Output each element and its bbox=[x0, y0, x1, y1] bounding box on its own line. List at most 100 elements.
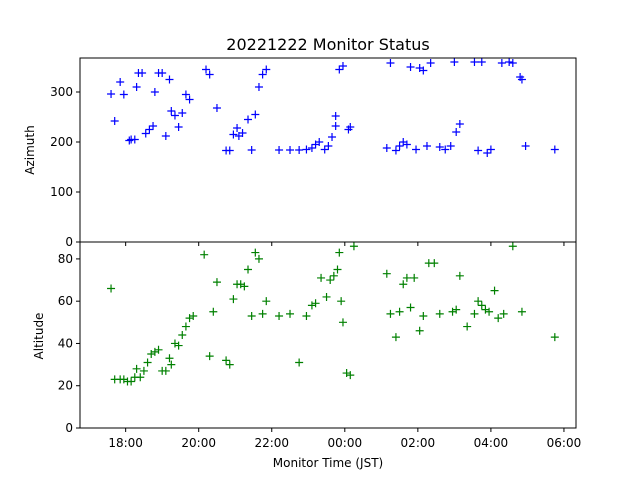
azimuth-point bbox=[446, 142, 455, 150]
altitude-point bbox=[329, 271, 338, 280]
x-tick-label: 22:00 bbox=[254, 436, 289, 450]
altitude-point bbox=[455, 271, 464, 280]
altitude-plot-frame bbox=[79, 241, 577, 429]
altitude-point bbox=[240, 282, 249, 291]
azimuth-point bbox=[150, 88, 159, 96]
altitude-point bbox=[517, 307, 526, 316]
azimuth-point bbox=[497, 59, 506, 67]
azimuth-y-tick-label: 100 bbox=[50, 185, 73, 199]
azimuth-point bbox=[165, 75, 174, 84]
altitude-point bbox=[311, 299, 320, 308]
altitude-point bbox=[275, 311, 284, 320]
altitude-y-tick-label: 40 bbox=[58, 336, 73, 350]
azimuth-point bbox=[130, 135, 139, 144]
altitude-point bbox=[165, 354, 174, 363]
azimuth-point bbox=[185, 95, 194, 104]
azimuth-point bbox=[477, 58, 486, 66]
azimuth-point bbox=[302, 145, 311, 154]
altitude-point bbox=[174, 341, 183, 350]
azimuth-point bbox=[205, 70, 214, 79]
altitude-point bbox=[244, 265, 253, 274]
azimuth-point bbox=[161, 132, 170, 140]
altitude-point bbox=[251, 248, 260, 257]
altitude-point bbox=[410, 273, 419, 282]
azimuth-point bbox=[452, 128, 461, 136]
altitude-point bbox=[494, 314, 503, 323]
altitude-point bbox=[474, 297, 483, 306]
altitude-point bbox=[295, 358, 304, 367]
azimuth-point bbox=[167, 107, 176, 115]
altitude-point bbox=[262, 297, 271, 306]
azimuth-point bbox=[244, 115, 253, 124]
altitude-point bbox=[333, 265, 342, 274]
azimuth-point bbox=[258, 70, 267, 79]
altitude-point bbox=[167, 360, 176, 369]
azimuth-point bbox=[486, 145, 495, 154]
azimuth-point bbox=[110, 117, 119, 125]
azimuth-point bbox=[158, 69, 167, 77]
azimuth-point bbox=[225, 146, 234, 155]
altitude-point bbox=[419, 311, 428, 320]
altitude-point bbox=[406, 303, 415, 312]
altitude-point bbox=[322, 292, 331, 301]
azimuth-point bbox=[395, 142, 404, 150]
altitude-point bbox=[338, 318, 347, 327]
altitude-y-tick-label: 80 bbox=[58, 252, 73, 266]
azimuth-point bbox=[315, 138, 324, 146]
azimuth-point bbox=[426, 59, 435, 67]
altitude-point bbox=[485, 307, 494, 316]
x-tick-label: 18:00 bbox=[108, 436, 143, 450]
azimuth-point bbox=[132, 83, 141, 91]
azimuth-point bbox=[422, 142, 431, 150]
altitude-point bbox=[415, 326, 424, 335]
altitude-panel: Altitude 0 20 40 60 80 18:00 20:00 22:00 00:00 02… bbox=[32, 241, 582, 450]
altitude-point bbox=[399, 280, 408, 289]
altitude-point bbox=[136, 373, 145, 382]
azimuth-point bbox=[521, 142, 530, 150]
altitude-point bbox=[209, 307, 218, 316]
altitude-point bbox=[326, 276, 335, 285]
altitude-point bbox=[107, 284, 116, 293]
altitude-point bbox=[391, 333, 400, 342]
azimuth-point bbox=[386, 59, 395, 67]
azimuth-point bbox=[450, 58, 459, 66]
azimuth-point bbox=[229, 130, 238, 139]
azimuth-point bbox=[181, 90, 190, 99]
azimuth-y-tick-label: 0 bbox=[65, 235, 73, 249]
azimuth-point bbox=[470, 58, 479, 66]
azimuth-point bbox=[238, 129, 247, 137]
azimuth-point bbox=[262, 65, 271, 74]
azimuth-point bbox=[178, 109, 187, 117]
azimuth-point bbox=[382, 144, 391, 152]
altitude-point bbox=[254, 254, 263, 263]
azimuth-point bbox=[233, 124, 242, 132]
altitude-point bbox=[139, 366, 148, 375]
azimuth-point bbox=[202, 65, 211, 74]
altitude-point bbox=[161, 366, 170, 375]
azimuth-axis-label: Azimuth bbox=[23, 125, 37, 174]
azimuth-point bbox=[254, 83, 263, 91]
azimuth-point bbox=[170, 111, 179, 120]
azimuth-point bbox=[474, 146, 483, 155]
altitude-point bbox=[346, 371, 355, 380]
azimuth-point bbox=[174, 123, 183, 131]
altitude-y-tick-label: 20 bbox=[58, 379, 73, 393]
x-tick-label: 02:00 bbox=[401, 436, 436, 450]
altitude-point bbox=[178, 331, 187, 339]
x-tick-label: 06:00 bbox=[547, 436, 582, 450]
azimuth-point bbox=[149, 122, 158, 130]
altitude-point bbox=[435, 309, 444, 318]
altitude-point bbox=[490, 286, 499, 295]
altitude-point bbox=[189, 311, 198, 320]
azimuth-point bbox=[320, 145, 329, 154]
altitude-point bbox=[337, 297, 346, 306]
altitude-point bbox=[477, 301, 486, 310]
azimuth-point bbox=[455, 120, 464, 128]
azimuth-point bbox=[324, 142, 333, 150]
altitude-point bbox=[386, 309, 395, 318]
altitude-point bbox=[286, 309, 295, 318]
azimuth-point bbox=[295, 146, 304, 154]
azimuth-point bbox=[116, 78, 125, 86]
azimuth-point bbox=[550, 145, 559, 154]
